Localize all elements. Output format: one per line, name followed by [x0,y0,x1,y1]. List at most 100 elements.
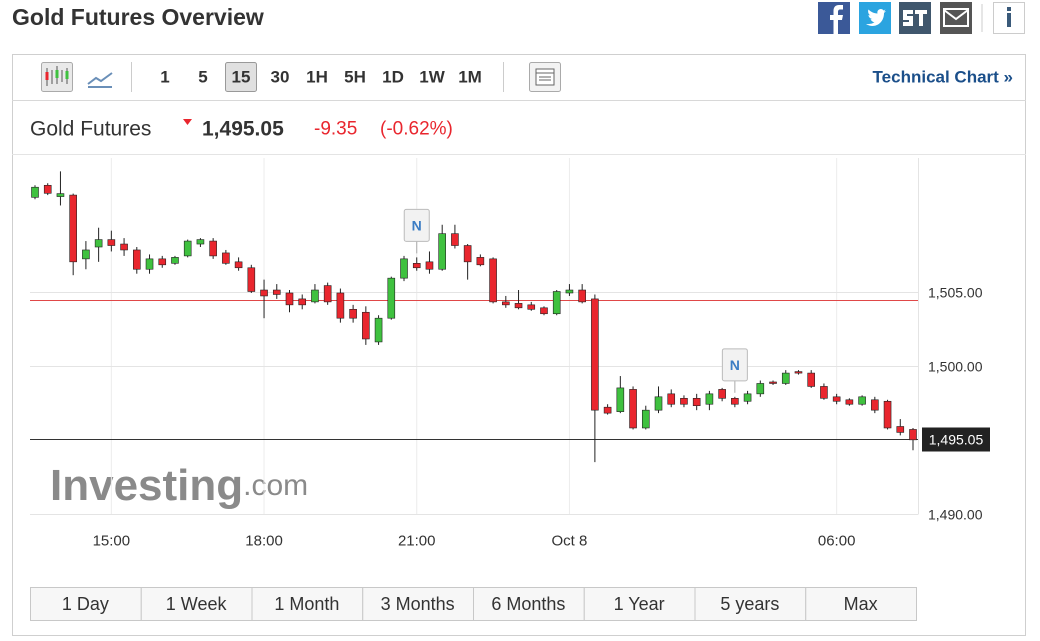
watermark-domain: .com [243,469,308,502]
interval-label[interactable]: 1M [458,68,482,87]
range-button[interactable]: Max [805,587,917,621]
down-arrow [183,119,192,125]
candle-body [451,233,459,246]
news-marker-label[interactable]: N [412,217,422,233]
range-button-bg [805,587,917,621]
candle-body [909,429,917,441]
news-marker[interactable]: N [721,348,748,393]
y-tick-label: 1,490.00 [928,507,983,523]
share-email[interactable] [940,2,972,34]
candle-body [858,396,866,405]
range-button-label[interactable]: 1 Day [62,594,109,614]
candle-body [336,292,345,319]
interval-button[interactable]: 1H [306,68,328,87]
news-marker-label[interactable]: N [730,357,740,373]
candle-body [896,426,905,433]
info-button[interactable] [993,2,1025,34]
candle-body [743,393,752,402]
candle-body [349,308,357,319]
x-tick-label: 15:00 [93,533,131,550]
range-button[interactable]: 1 Year [583,587,696,621]
interval-button[interactable]: 15 [225,62,257,92]
candle-body [374,317,383,343]
page-title: Gold Futures Overview [12,4,264,30]
candle-body [871,399,879,411]
technical-chart-link[interactable]: Technical Chart » [873,68,1013,87]
candle-body [629,389,637,429]
range-button-label[interactable]: Max [844,594,878,614]
interval-label[interactable]: 30 [271,68,290,87]
interval-button[interactable]: 1D [382,68,404,87]
interval-button[interactable]: 30 [271,68,290,87]
interval-label[interactable]: 15 [232,68,251,87]
news-marker[interactable]: N [403,208,430,254]
candle-body [654,396,663,411]
candle-body [769,381,777,384]
candle-body [514,303,523,309]
candles-button[interactable] [41,62,73,92]
range-button-label[interactable]: 5 years [720,594,779,614]
candle-body [527,304,536,310]
candle-body [247,267,256,292]
range-button[interactable]: 5 years [694,587,807,621]
interval-button[interactable]: 1W [419,68,445,87]
candle-body [756,383,765,395]
x-tick-label: 21:00 [398,533,436,550]
interval-button[interactable]: 1 [160,68,169,87]
candle-body [438,233,446,270]
candle-body [82,249,90,260]
instrument-name: Gold Futures [30,118,151,141]
range-button-bg [140,587,253,621]
candle-body [807,372,816,387]
candle-body [565,289,574,294]
interval-button[interactable]: 1M [458,68,482,87]
x-tick-label: Oct 8 [552,533,588,550]
interval-label[interactable]: 1 [160,68,169,87]
range-button[interactable]: 1 Month [251,587,364,621]
range-button[interactable]: 1 Day [30,587,142,621]
interval-active-bg [225,62,257,92]
watermark: Investing.com [50,461,308,510]
candle-body [387,277,396,319]
candle-body [412,263,421,269]
x-tick-label: 06:00 [818,533,856,550]
candle-body [209,240,217,257]
range-button[interactable]: 1 Week [140,587,253,621]
interval-label[interactable]: 5 [198,68,207,87]
price-change: -9.35 [314,119,357,140]
candle-body [311,289,319,303]
candle-body [234,261,243,269]
candle-body [883,400,892,429]
interval-label[interactable]: 1H [306,68,328,87]
interval-label[interactable]: 1D [382,68,404,87]
candle-body [731,397,739,405]
candle-body [158,258,167,266]
range-button-label[interactable]: 1 Week [166,594,228,614]
price-change-percent: (-0.62%) [380,119,453,140]
range-button-bg [473,587,585,621]
current-price-tag [922,427,990,452]
candle-body [196,239,205,245]
candle-body [832,396,841,402]
range-button-label[interactable]: 3 Months [381,594,455,614]
range-button-label[interactable]: 1 Month [274,594,339,614]
candle-body [616,387,625,412]
candle-body [603,406,612,414]
interval-button[interactable]: 5H [344,68,366,87]
line-chart-button[interactable] [87,72,113,88]
interval-button[interactable]: 5 [198,68,207,87]
share-facebook[interactable] [818,2,850,34]
candle-body [578,289,586,303]
interval-label[interactable]: 1W [419,68,445,87]
range-button[interactable]: 6 Months [473,587,585,621]
share-stocktwits[interactable] [899,2,931,34]
y-tick-label: 1,500.00 [928,359,983,375]
share-twitter[interactable] [859,2,891,34]
interval-label[interactable]: 5H [344,68,366,87]
candle-body [705,393,714,405]
range-button[interactable]: 3 Months [362,587,474,621]
range-button-label[interactable]: 6 Months [491,594,565,614]
candle-body [540,307,548,315]
range-button-label[interactable]: 1 Year [614,594,665,614]
settings-button[interactable] [529,62,561,92]
